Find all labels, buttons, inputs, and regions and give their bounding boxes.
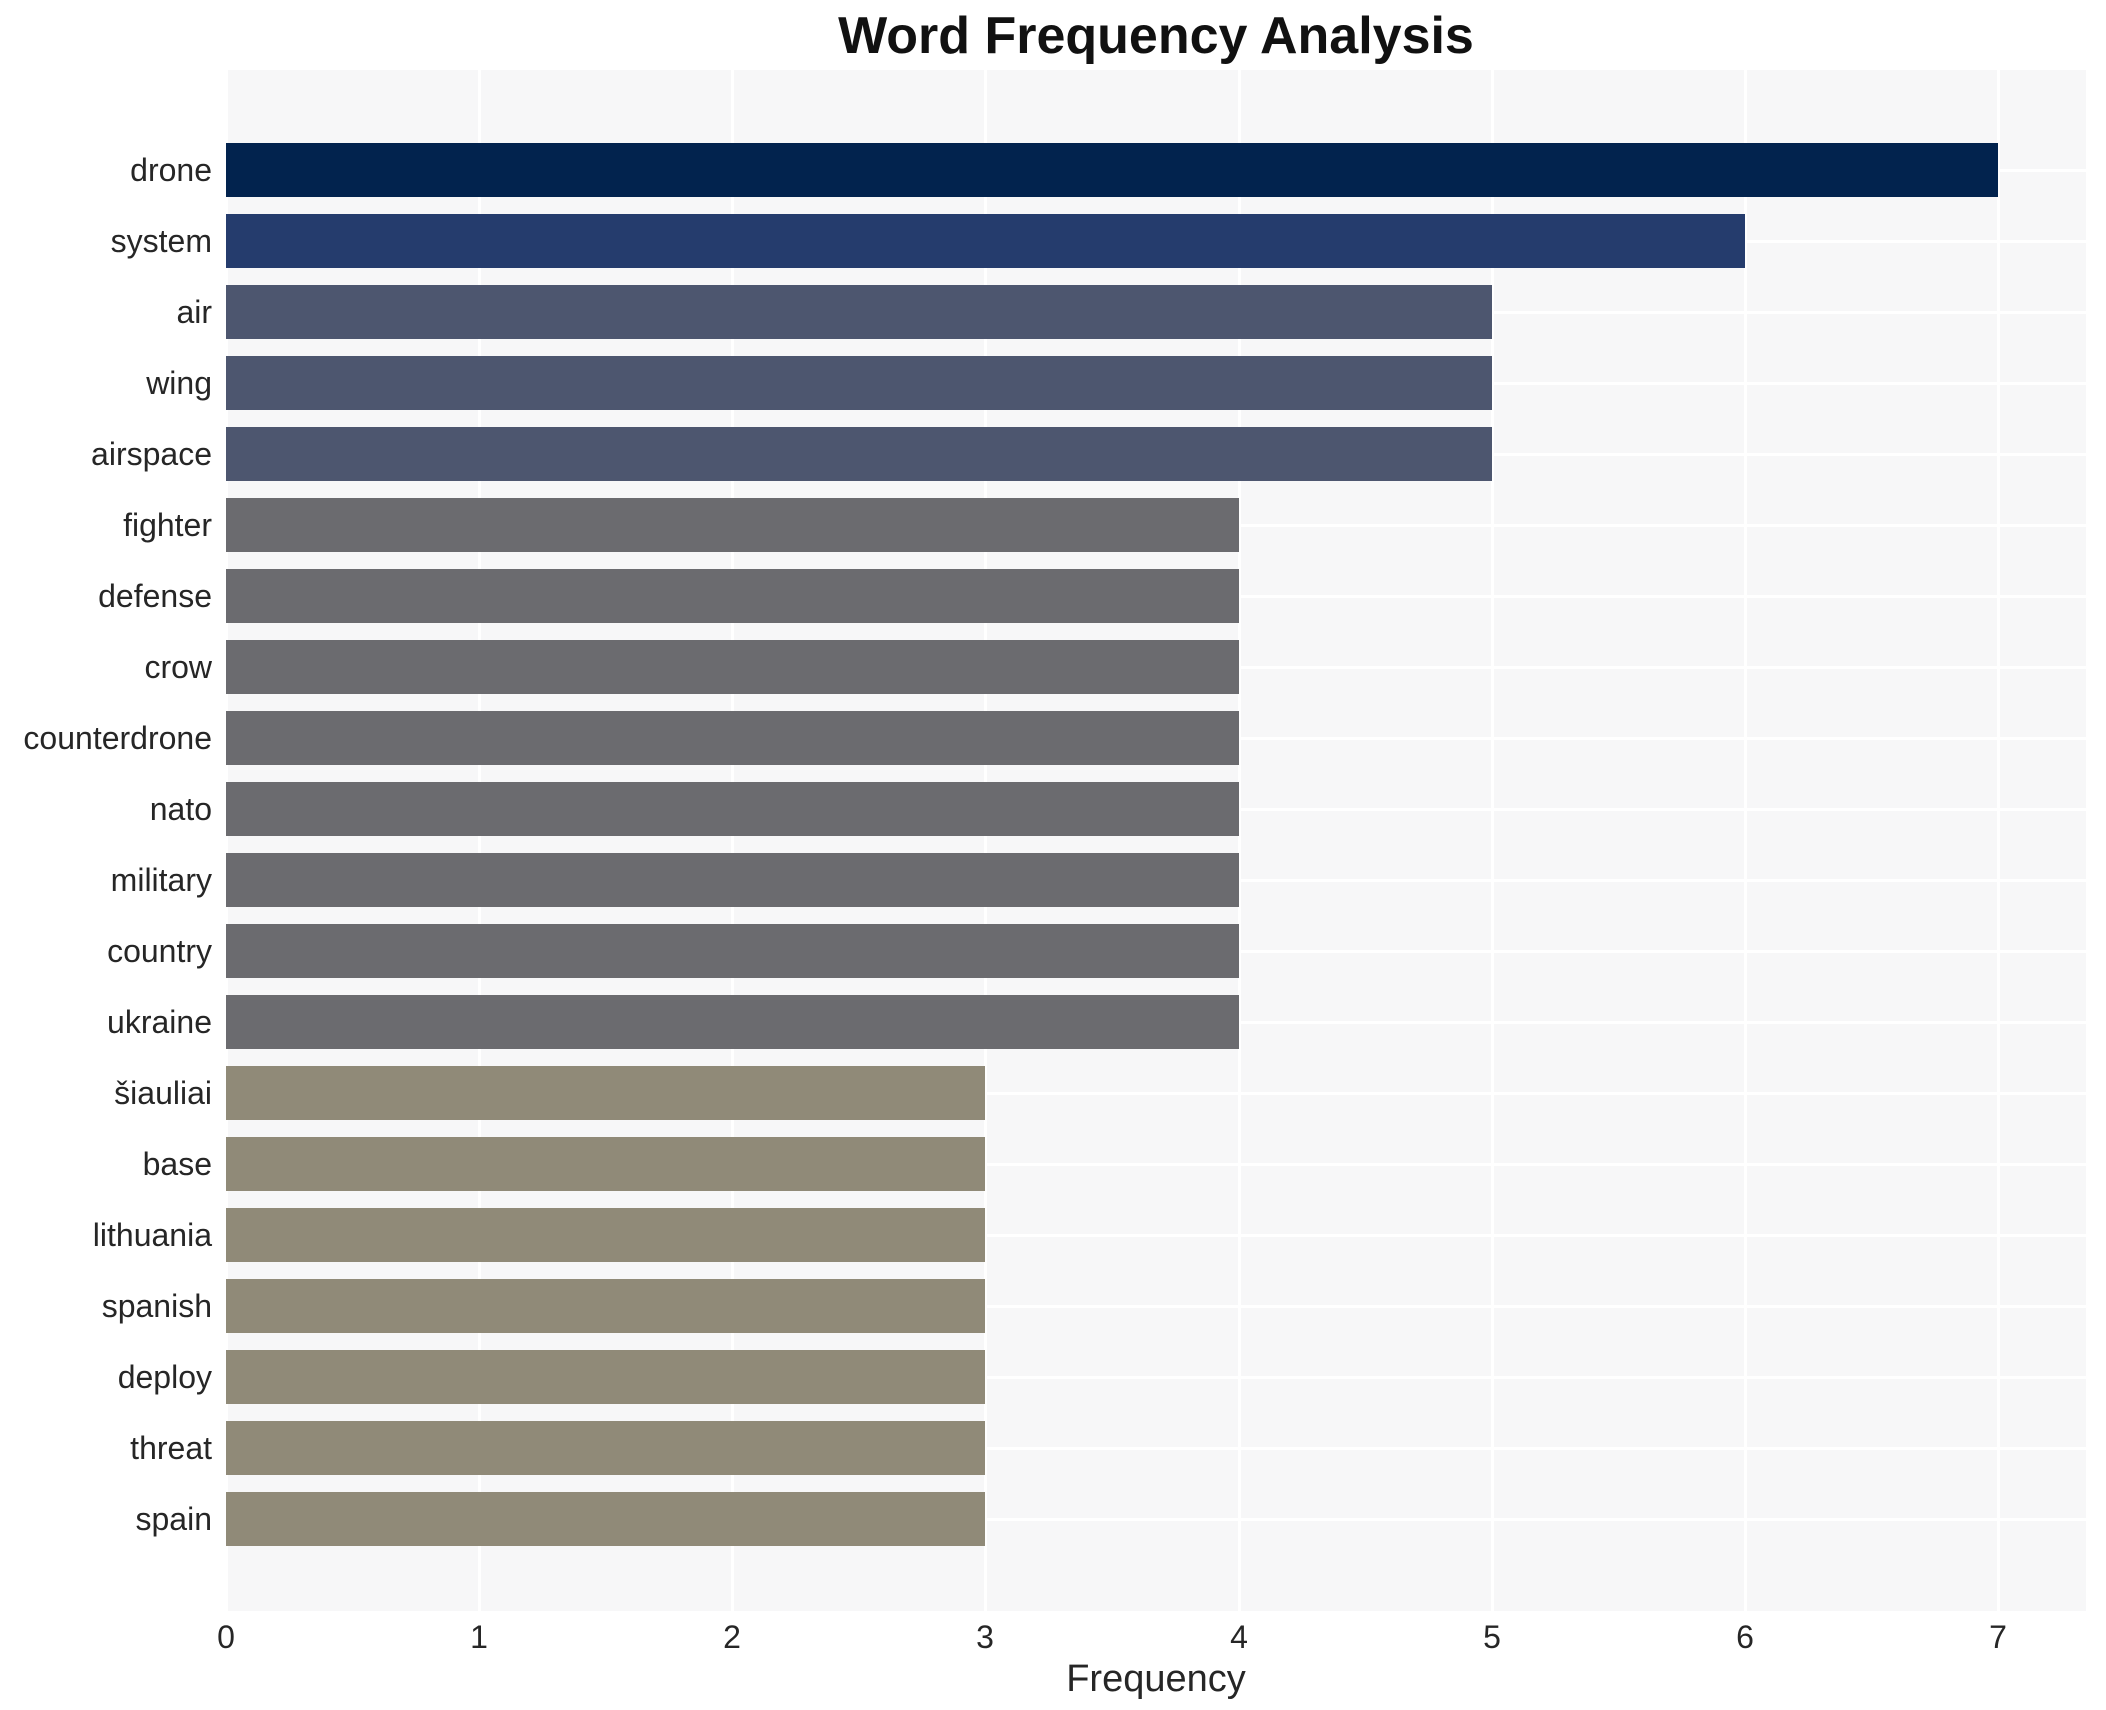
- bar-wing: [226, 356, 1492, 410]
- category-label-drone: drone: [130, 152, 212, 188]
- bar-base: [226, 1137, 985, 1191]
- category-label-nato: nato: [149, 791, 212, 827]
- category-label-deploy: deploy: [117, 1359, 212, 1395]
- x-tick-label-0: 0: [217, 1619, 235, 1655]
- category-label-country: country: [107, 933, 212, 969]
- bar-threat: [226, 1421, 985, 1475]
- gridline-horizontal: [226, 1234, 2086, 1237]
- category-label-wing: wing: [146, 365, 212, 401]
- chart-title: Word Frequency Analysis: [838, 7, 1474, 65]
- plot-area: [225, 70, 2086, 1611]
- category-label-ukraine: ukraine: [107, 1004, 212, 1040]
- bar-nato: [226, 782, 1239, 836]
- gridline-horizontal: [226, 1305, 2086, 1308]
- gridline-vertical: [731, 70, 734, 1611]
- category-label-crow: crow: [144, 649, 212, 685]
- bar-country: [226, 924, 1239, 978]
- category-label-air: air: [176, 294, 212, 330]
- category-label-counterdrone: counterdrone: [23, 720, 212, 756]
- bar-crow: [226, 640, 1239, 694]
- gridline-horizontal: [226, 1376, 2086, 1379]
- gridline-vertical: [478, 70, 481, 1611]
- bar-air: [226, 285, 1492, 339]
- x-tick-label-6: 6: [1736, 1619, 1754, 1655]
- gridline-horizontal: [226, 1092, 2086, 1095]
- bar-drone: [226, 143, 1998, 197]
- category-label-fighter: fighter: [123, 507, 212, 543]
- x-tick-label-4: 4: [1230, 1619, 1248, 1655]
- bar-counterdrone: [226, 711, 1239, 765]
- x-tick-label-5: 5: [1483, 1619, 1501, 1655]
- bar-spanish: [226, 1279, 985, 1333]
- bar-deploy: [226, 1350, 985, 1404]
- category-label-defense: defense: [98, 578, 212, 614]
- bar-military: [226, 853, 1239, 907]
- bar-defense: [226, 569, 1239, 623]
- gridline-horizontal: [226, 1163, 2086, 1166]
- gridline-vertical: [1491, 70, 1494, 1611]
- gridline-vertical: [984, 70, 987, 1611]
- bar-ukraine: [226, 995, 1239, 1049]
- bar-airspace: [226, 427, 1492, 481]
- category-label-base: base: [142, 1146, 212, 1182]
- x-tick-label-7: 7: [1989, 1619, 2007, 1655]
- x-tick-label-1: 1: [470, 1619, 488, 1655]
- category-label-military: military: [110, 862, 212, 898]
- category-label-system: system: [110, 223, 212, 259]
- x-tick-label-2: 2: [723, 1619, 741, 1655]
- gridline-vertical: [1997, 70, 2000, 1611]
- category-label-threat: threat: [130, 1430, 212, 1466]
- category-label-šiauliai: šiauliai: [114, 1075, 212, 1111]
- category-label-lithuania: lithuania: [92, 1217, 212, 1253]
- bar-spain: [226, 1492, 985, 1546]
- bar-system: [226, 214, 1745, 268]
- gridline-vertical: [1744, 70, 1747, 1611]
- gridline-horizontal: [226, 1518, 2086, 1521]
- bar-šiauliai: [226, 1066, 985, 1120]
- bar-lithuania: [226, 1208, 985, 1262]
- x-axis-title: Frequency: [1066, 1658, 1246, 1700]
- gridline-horizontal: [226, 1447, 2086, 1450]
- category-label-airspace: airspace: [91, 436, 212, 472]
- category-label-spanish: spanish: [101, 1288, 212, 1324]
- gridline-vertical: [225, 70, 228, 1611]
- category-label-spain: spain: [135, 1501, 213, 1537]
- x-tick-label-3: 3: [976, 1619, 994, 1655]
- bar-fighter: [226, 498, 1239, 552]
- gridline-vertical: [1238, 70, 1241, 1611]
